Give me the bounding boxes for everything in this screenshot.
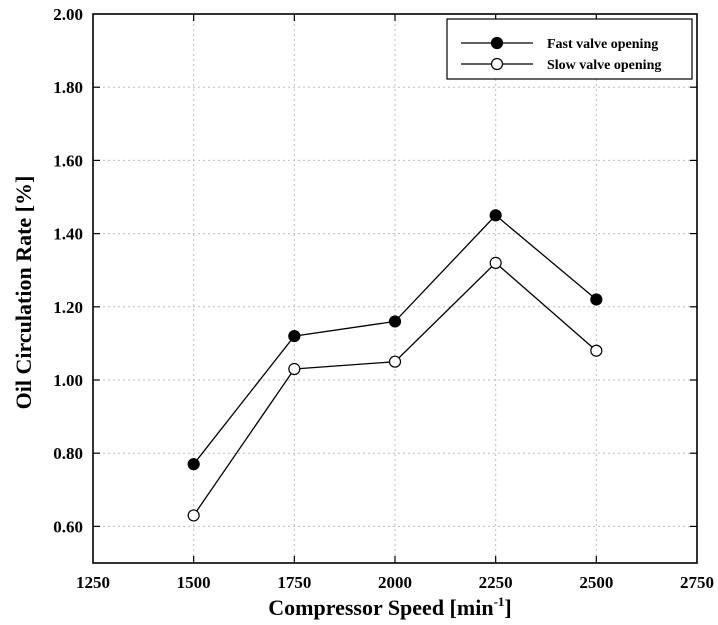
- fast-valve-data-point: [590, 293, 603, 306]
- x-axis-title-suffix: ]: [504, 595, 511, 620]
- x-tick-label: 1750: [277, 573, 311, 592]
- x-tick-label: 2000: [378, 573, 412, 592]
- legend-label: Slow valve opening: [547, 58, 661, 73]
- axis-ticks: 1250 1500 1750 2000 2250 2500 2750 0.60 0.80 1.00…: [53, 5, 714, 592]
- legend: Fast valve opening Slow valve opening: [446, 18, 693, 80]
- slow-valve-data-point: [288, 362, 301, 376]
- legend-box: [446, 18, 693, 80]
- y-tick-label: 1.00: [53, 371, 83, 390]
- x-tick-label: 2750: [680, 573, 714, 592]
- y-tick-label: 1.40: [53, 225, 83, 244]
- slow-valve-data-point: [388, 355, 402, 368]
- y-tick-label: 2.00: [53, 5, 83, 24]
- x-tick-label: 1500: [177, 573, 211, 592]
- y-tick-label: 1.80: [53, 78, 83, 97]
- slow-valve-data-point: [489, 256, 502, 269]
- x-tick-label: 2500: [579, 573, 613, 592]
- legend-label: Fast valve opening: [547, 37, 658, 52]
- y-axis-title: Oil Circulation Rate [%]: [11, 176, 36, 410]
- x-tick-label: 1250: [76, 573, 110, 592]
- grid-lines: [93, 14, 697, 563]
- legend-marker: [490, 57, 504, 71]
- x-tick-label: 2250: [479, 573, 513, 592]
- fast-valve-data-point: [288, 329, 301, 343]
- fast-valve-data-point: [187, 458, 200, 471]
- fast-valve-data-point: [489, 209, 502, 222]
- slow-valve-data-point: [590, 344, 603, 357]
- slow-valve-data-point: [187, 509, 200, 522]
- y-tick-label: 1.60: [53, 151, 83, 170]
- data-series: [187, 209, 603, 522]
- legend-marker: [490, 36, 504, 50]
- y-tick-label: 1.20: [53, 298, 83, 317]
- y-tick-label: 0.80: [53, 444, 83, 463]
- x-axis-title-text: Compressor Speed [min: [268, 595, 493, 620]
- y-tick-label: 0.60: [53, 517, 83, 536]
- x-axis-title: Compressor Speed [min-1]: [268, 594, 511, 620]
- fast-valve-data-point: [388, 315, 402, 328]
- x-axis-title-superscript: -1: [494, 594, 505, 609]
